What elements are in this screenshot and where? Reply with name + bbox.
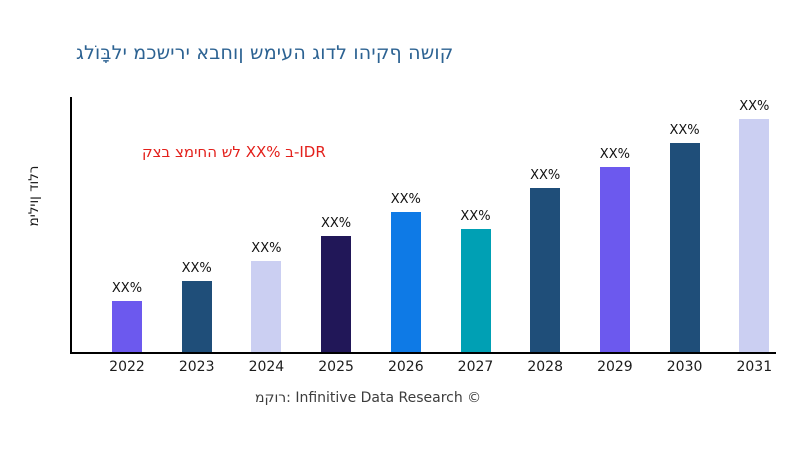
bar-2031	[739, 119, 770, 352]
bar-value-label-2030: XX%	[669, 123, 700, 138]
bar-2025	[321, 236, 352, 352]
source-credit: מקור: Infinitive Data Research ©	[255, 390, 482, 406]
bar-2029	[599, 167, 630, 352]
bar-2023	[181, 281, 212, 352]
bar-value-label-2024: XX%	[251, 241, 282, 256]
bar-value-label-2031: XX%	[739, 99, 770, 114]
bar-value-label-2023: XX%	[181, 261, 212, 276]
x-tick-2026: 2026	[387, 359, 424, 375]
bar-2030	[669, 143, 700, 352]
bar-2022	[112, 301, 142, 352]
x-tick-2025: 2025	[318, 359, 354, 375]
x-tick-2024: 2024	[248, 359, 285, 375]
bar-value-label-2022: XX%	[111, 281, 143, 296]
x-tick-2030: 2030	[666, 359, 703, 375]
bar-value-label-2029: XX%	[599, 147, 630, 162]
cagr-annotation: קצב צמיחה של XX% ב-IDR	[142, 143, 326, 161]
bar-2028	[530, 188, 561, 352]
x-tick-2028: 2028	[527, 359, 563, 375]
bar-2024	[251, 261, 282, 352]
chart-title: גלוֹבָּלי מכשירי אבחון שמיעה גודל והיקף …	[76, 42, 454, 64]
x-axis-line	[70, 352, 776, 354]
bar-2027	[460, 229, 491, 352]
x-tick-2023: 2023	[178, 359, 215, 375]
y-axis-label: מיליון דולר	[26, 165, 42, 227]
x-tick-2031: 2031	[736, 359, 773, 375]
bar-2026	[390, 212, 421, 352]
x-tick-2027: 2027	[457, 359, 494, 375]
bar-value-label-2028: XX%	[530, 168, 561, 183]
bar-value-label-2026: XX%	[390, 192, 421, 207]
y-axis-line	[70, 97, 72, 353]
x-tick-2022: 2022	[109, 359, 145, 375]
bar-value-label-2025: XX%	[321, 216, 352, 231]
x-tick-2029: 2029	[597, 359, 633, 375]
bar-value-label-2027: XX%	[460, 209, 491, 224]
